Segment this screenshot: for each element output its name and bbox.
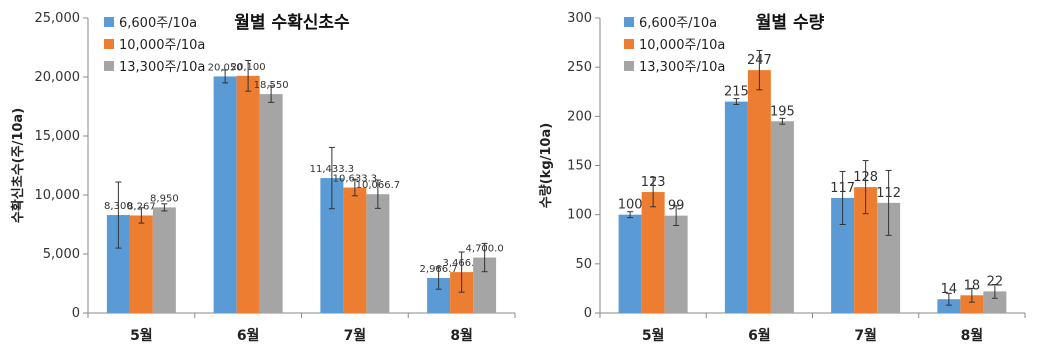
bar — [152, 207, 176, 313]
legend-label: 13,300주/10a — [119, 60, 205, 75]
y-tick-label: 5,000 — [43, 247, 80, 262]
chart-title: 월별 수확신초수 — [234, 13, 350, 33]
bar — [877, 202, 901, 313]
bar — [129, 215, 153, 313]
bar — [473, 257, 497, 313]
data-label: 123 — [641, 175, 666, 190]
data-label: 18,550 — [254, 80, 289, 91]
bar — [427, 277, 451, 313]
y-tick-label: 10,000 — [35, 188, 81, 203]
y-tick-label: 25,000 — [35, 11, 81, 26]
category-label: 8월 — [450, 327, 473, 344]
chart-monthly-shoots: 0 5,000 10,000 15,000 20,000 25,000 8,3008,267… — [10, 11, 516, 344]
data-label: 3,466.7 — [443, 258, 481, 269]
bar — [983, 291, 1007, 313]
data-label: 8,950 — [150, 193, 179, 204]
bar — [366, 194, 390, 313]
category-label: 5월 — [642, 327, 665, 344]
bar — [106, 215, 130, 313]
data-label: 14 — [941, 282, 958, 297]
legend-label: 10,000주/10a — [119, 38, 205, 53]
y-tick-label: 250 — [567, 60, 592, 75]
bar — [259, 94, 283, 313]
category-label: 6월 — [748, 327, 771, 344]
bar — [960, 295, 984, 313]
legend-swatch — [104, 39, 114, 49]
legend-swatch — [624, 17, 634, 27]
y-tick-label: 100 — [567, 208, 592, 223]
legend-swatch — [104, 61, 114, 71]
legend-swatch — [624, 39, 634, 49]
legend-swatch — [624, 61, 634, 71]
category-label: 8월 — [961, 327, 984, 344]
y-axis-label: 수량(kg/10a) — [539, 123, 554, 208]
bar — [854, 187, 878, 313]
bar — [770, 121, 794, 313]
data-label: 8,300 — [104, 201, 133, 212]
bar — [213, 76, 237, 313]
bar — [724, 101, 748, 313]
data-label: 100 — [618, 198, 643, 213]
legend-label: 6,600주/10a — [119, 16, 197, 31]
chart-title: 월별 수량 — [756, 13, 825, 33]
y-tick-label: 300 — [567, 11, 592, 26]
legend-swatch — [104, 17, 114, 27]
data-label: 8,267 — [127, 201, 156, 212]
bar — [320, 178, 344, 313]
bar — [236, 75, 260, 313]
data-label: 10,633.3 — [333, 174, 378, 185]
bar — [343, 187, 367, 313]
y-tick-label: 20,000 — [35, 70, 81, 85]
data-label: 22 — [987, 274, 1004, 289]
bar — [831, 197, 855, 313]
category-label: 6월 — [237, 327, 260, 344]
y-axis-label: 수확신초수(주/10a) — [10, 108, 26, 223]
bar — [618, 214, 642, 313]
data-label: 10,066.7 — [356, 180, 401, 191]
y-tick-label: 0 — [72, 306, 80, 321]
y-tick-label: 0 — [584, 306, 592, 321]
y-tick-label: 50 — [575, 257, 592, 272]
bar — [747, 70, 771, 313]
data-label: 4,700.0 — [466, 244, 504, 255]
data-label: 18 — [964, 278, 981, 293]
bar — [641, 192, 665, 313]
data-label: 215 — [724, 85, 749, 100]
bar — [664, 215, 688, 313]
data-label: 117 — [830, 181, 855, 196]
data-label: 112 — [876, 186, 901, 201]
data-label: 20,050 — [208, 62, 243, 73]
bar — [937, 299, 961, 313]
legend-label: 13,300주/10a — [639, 60, 725, 75]
data-label: 2,966.7 — [420, 264, 458, 275]
data-label: 11,433.3 — [310, 164, 355, 175]
y-tick-label: 150 — [567, 159, 592, 174]
y-tick-label: 15,000 — [35, 129, 81, 144]
y-tick-label: 200 — [567, 109, 592, 124]
data-label: 195 — [770, 104, 795, 119]
data-label: 247 — [747, 53, 772, 68]
legend-label: 6,600주/10a — [639, 16, 717, 31]
category-label: 5월 — [130, 327, 153, 344]
data-label: 99 — [668, 199, 685, 214]
category-label: 7월 — [344, 327, 367, 344]
category-label: 7월 — [854, 327, 877, 344]
legend-label: 10,000주/10a — [639, 38, 725, 53]
data-label: 128 — [853, 170, 878, 185]
data-label: 20,100 — [231, 62, 266, 73]
